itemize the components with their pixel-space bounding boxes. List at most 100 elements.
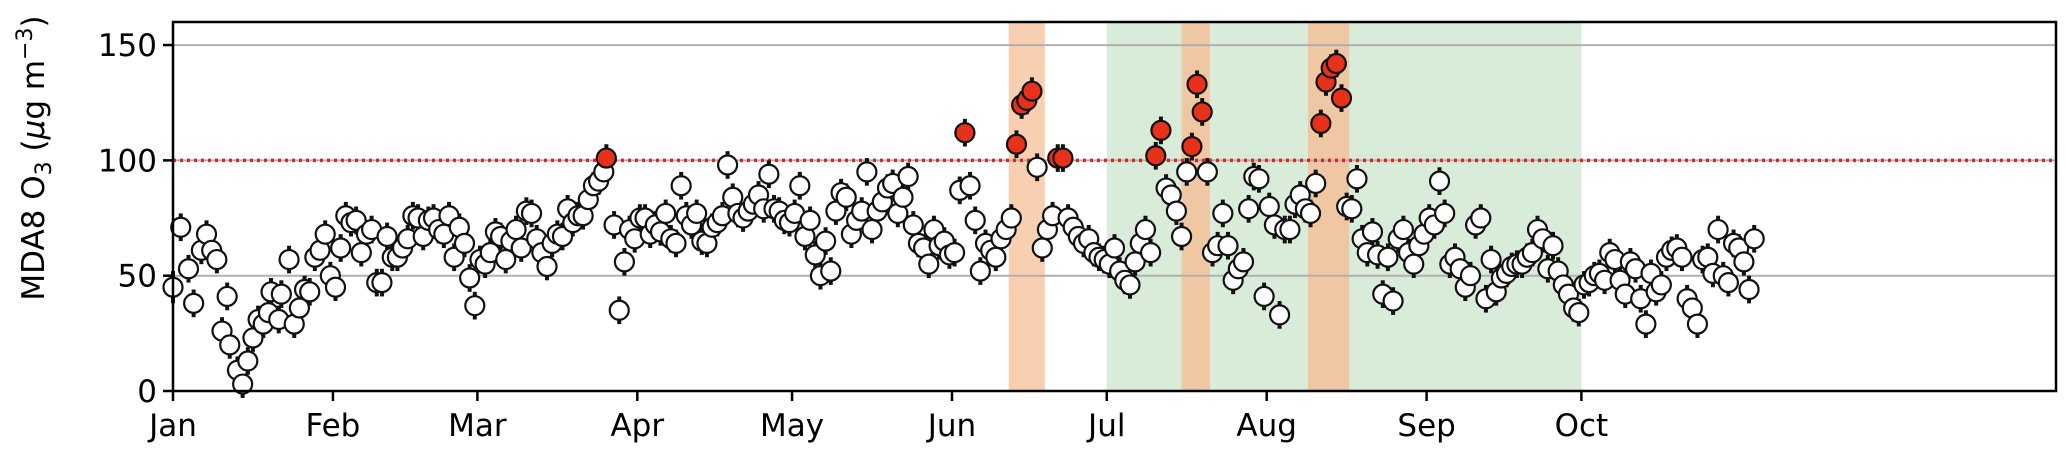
data-point xyxy=(443,246,465,268)
data-point xyxy=(1403,253,1425,275)
data-point xyxy=(1346,168,1368,190)
data-point xyxy=(350,242,372,264)
data-point xyxy=(237,350,259,372)
data-point xyxy=(1305,172,1327,195)
data-point xyxy=(1361,221,1384,243)
data-point xyxy=(1459,265,1482,287)
data-point xyxy=(789,175,811,197)
data-point xyxy=(1170,225,1193,248)
episode-span xyxy=(1008,22,1045,391)
data-point xyxy=(1568,301,1590,324)
exceedance-point xyxy=(1005,133,1028,155)
data-point xyxy=(1238,198,1260,220)
data-point xyxy=(510,237,532,259)
data-point xyxy=(219,334,241,356)
x-tick-label: Oct xyxy=(1555,408,1609,444)
data-point xyxy=(459,267,481,289)
x-tick-label: Mar xyxy=(448,408,507,444)
data-point xyxy=(943,242,966,264)
data-point xyxy=(1268,304,1291,326)
data-point xyxy=(1026,156,1048,178)
data-point xyxy=(1217,235,1239,257)
data-point xyxy=(959,175,981,197)
data-point xyxy=(270,283,292,305)
data-point xyxy=(1434,202,1456,225)
data-point xyxy=(453,232,476,254)
data-point xyxy=(799,209,821,231)
y-axis-title-close: ) xyxy=(16,15,52,27)
data-point xyxy=(278,248,300,271)
data-point xyxy=(183,292,205,314)
data-point xyxy=(1176,161,1198,183)
data-point xyxy=(216,285,238,308)
x-tick-label: Feb xyxy=(305,408,360,444)
exceedance-point xyxy=(1325,52,1347,75)
data-point xyxy=(1738,278,1760,301)
exceedance-point xyxy=(1150,119,1172,141)
data-point xyxy=(1212,202,1234,225)
data-point xyxy=(815,230,837,252)
data-point xyxy=(665,232,687,254)
data-point xyxy=(1733,251,1755,273)
data-point xyxy=(897,165,919,188)
data-point xyxy=(918,253,940,275)
data-point xyxy=(1000,207,1022,229)
data-point xyxy=(1428,170,1451,192)
data-point xyxy=(1392,218,1414,241)
data-point xyxy=(1196,161,1218,183)
data-point xyxy=(1521,242,1543,264)
data-point xyxy=(324,276,347,298)
data-point xyxy=(1542,235,1564,257)
data-point xyxy=(376,225,398,248)
data-point xyxy=(314,223,336,245)
x-tick-label: Sep xyxy=(1397,408,1455,444)
data-point xyxy=(1103,237,1126,259)
data-point xyxy=(170,216,192,238)
data-point xyxy=(1717,272,1740,294)
y-tick-label: 100 xyxy=(98,143,157,179)
y-axis-title-mu: μ xyxy=(16,120,52,141)
data-point xyxy=(686,202,708,225)
data-point xyxy=(1382,290,1404,312)
data-point xyxy=(670,175,692,197)
data-point xyxy=(902,214,924,236)
x-tick-label: Jan xyxy=(147,408,197,444)
y-axis-title-open: ( xyxy=(16,139,52,161)
data-point xyxy=(1031,237,1053,259)
data-point xyxy=(345,209,367,231)
data-point xyxy=(804,244,826,266)
data-point xyxy=(1258,195,1280,218)
data-point xyxy=(1470,207,1492,229)
data-point xyxy=(330,237,352,259)
data-point xyxy=(299,281,321,303)
data-point xyxy=(1253,285,1275,308)
exceedance-point xyxy=(1021,80,1043,102)
data-point xyxy=(856,161,878,183)
data-point xyxy=(1279,218,1301,241)
exceedance-point xyxy=(1181,135,1203,158)
data-points xyxy=(162,52,1765,395)
axes-frame xyxy=(171,20,2058,393)
data-point xyxy=(1299,202,1322,225)
data-point xyxy=(1480,248,1502,271)
x-tick-label: May xyxy=(760,408,824,444)
data-point xyxy=(655,202,677,225)
data-point xyxy=(1140,242,1162,264)
axes-frame xyxy=(171,20,2058,393)
exceedance-point xyxy=(954,122,976,144)
data-point xyxy=(613,251,636,273)
exceedance-point xyxy=(1052,147,1074,169)
exceedance-point xyxy=(1330,87,1353,109)
exceedance-point xyxy=(1186,73,1208,95)
data-point xyxy=(464,295,486,317)
data-point xyxy=(520,202,543,225)
y-tick-label: 0 xyxy=(137,374,157,410)
data-point xyxy=(1650,274,1672,296)
data-point xyxy=(206,248,228,271)
data-point xyxy=(1635,313,1657,335)
data-point xyxy=(820,260,842,282)
x-tick-label: Jun xyxy=(926,408,976,444)
data-point xyxy=(1707,218,1729,241)
y-tick-label: 150 xyxy=(98,28,157,64)
